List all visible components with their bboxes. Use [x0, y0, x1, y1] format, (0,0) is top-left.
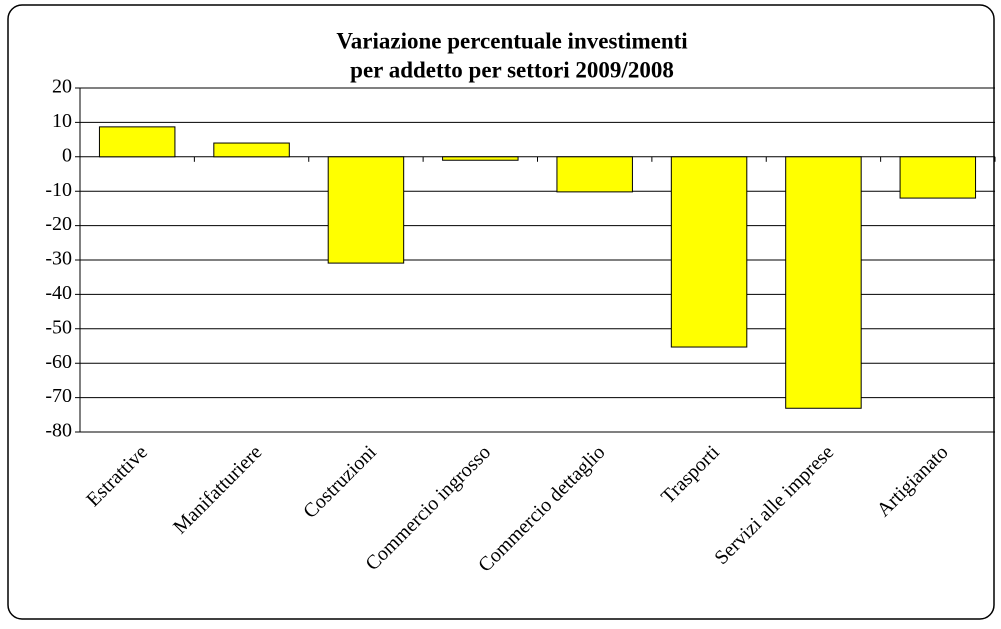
- chart-title: Variazione percentuale investimenti: [336, 28, 688, 53]
- y-tick-label: 10: [52, 110, 72, 132]
- y-tick-label: 20: [52, 76, 72, 98]
- y-tick-label: -40: [45, 282, 72, 304]
- y-tick-label: -30: [45, 248, 72, 270]
- bar: [556, 156, 633, 193]
- bar: [670, 156, 748, 348]
- y-tick-label: -80: [45, 420, 72, 442]
- chart-title: per addetto per settori 2009/2008: [350, 57, 674, 82]
- bar: [327, 156, 405, 264]
- y-tick-label: -60: [45, 351, 72, 373]
- chart-border: [7, 4, 995, 620]
- y-tick-label: -10: [45, 179, 72, 201]
- y-tick-label: 0: [62, 144, 72, 166]
- bar: [442, 156, 519, 161]
- y-tick-label: -50: [45, 316, 72, 338]
- bar: [98, 126, 176, 158]
- y-tick-label: -20: [45, 213, 72, 235]
- bar: [785, 156, 862, 409]
- bar: [213, 142, 290, 158]
- y-tick-label: -70: [45, 385, 72, 407]
- bar: [899, 156, 977, 199]
